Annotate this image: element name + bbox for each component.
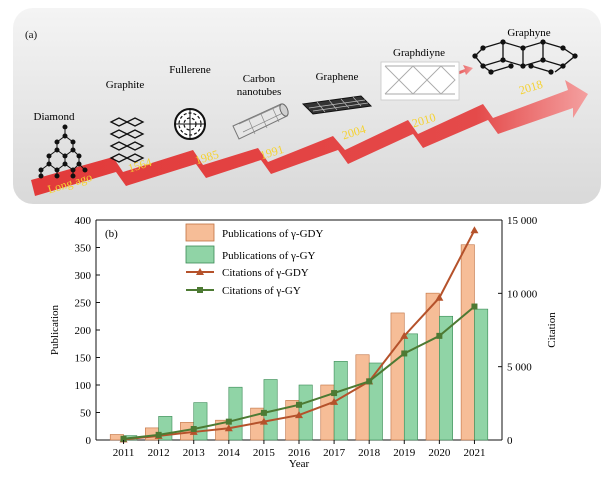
legend-label-gy-citations: Citations of γ-GY	[222, 285, 301, 297]
x-tick-label: 2014	[218, 447, 241, 459]
marker-gy-citations	[190, 426, 197, 432]
bar-gy-publications	[439, 315, 453, 441]
material-name-graphene: Graphene	[316, 71, 359, 83]
material-name-graphdiyne: Graphdiyne	[393, 47, 445, 59]
legend-label-gy-publications: Publications of γ-GY	[222, 250, 316, 262]
graphene-structure-icon	[301, 95, 373, 115]
material-name-carbon: Carbon	[243, 73, 276, 85]
x-tick-label: 2017	[323, 447, 346, 459]
year-label-3: 1991	[258, 142, 285, 162]
legend-marker-gdy-citations	[196, 268, 204, 275]
bar-gy-publications	[474, 308, 489, 441]
marker-gdy-citations	[435, 293, 444, 301]
timeline-graphic: Long ago 1564 1985 1991 2004 2010 2018 (…	[25, 27, 588, 197]
y2-tick-label: 10 000	[507, 288, 538, 300]
graphyne-structure-icon	[472, 39, 578, 75]
diamond-structure-icon	[38, 124, 88, 179]
publication-citation-chart: 0 50 100 150 200 250 300 350 400 0 5 000 10 000 15 …	[49, 215, 558, 470]
marker-gy-citations	[436, 332, 443, 339]
year-label-2: 1985	[193, 147, 220, 167]
x-tick-label: 2016	[288, 447, 311, 459]
bar-gdy-publications	[355, 354, 370, 441]
legend-label-gdy-citations: Citations of γ-GDY	[222, 267, 309, 279]
x-tick-label: 2012	[148, 447, 170, 459]
marker-gy-citations	[260, 409, 267, 416]
marker-gy-citations	[471, 303, 478, 310]
x-tick-label: 2015	[253, 447, 276, 459]
legend-marker-gy-citations	[197, 287, 203, 293]
marker-gdy-citations	[330, 397, 339, 405]
y2-tick-label: 15 000	[507, 215, 538, 227]
year-label-6: 2018	[517, 77, 544, 97]
x-tick-label: 2013	[183, 447, 206, 459]
marker-gy-citations	[366, 378, 373, 385]
y-tick-label: 50	[80, 408, 92, 420]
y-tick-label: 300	[75, 270, 92, 282]
fullerene-structure-icon	[174, 108, 206, 140]
x-axis-title: Year	[289, 458, 310, 470]
y-tick-label: 250	[75, 298, 92, 310]
y2-axis-title: Citation	[546, 312, 558, 348]
graphite-structure-icon	[109, 117, 145, 163]
bar-gdy-publications	[390, 312, 405, 441]
panel-b-label: (b)	[105, 228, 118, 240]
timeline-arrow	[31, 80, 588, 196]
marker-gy-citations	[120, 435, 127, 442]
x-tick-label: 2021	[463, 447, 485, 459]
panel-a-label: (a)	[25, 29, 38, 41]
marker-gy-citations	[225, 418, 232, 425]
marker-gy-citations	[331, 390, 338, 397]
marker-gy-citations	[401, 350, 408, 357]
material-name-nanotubes: nanotubes	[237, 86, 282, 98]
material-name-graphyne: Graphyne	[507, 27, 550, 39]
year-label-1: 1564	[126, 155, 153, 175]
x-tick-label: 2018	[358, 447, 381, 459]
x-tick-label: 2020	[428, 447, 451, 459]
year-label-4: 2004	[340, 122, 367, 142]
y-tick-label: 0	[86, 435, 92, 447]
bar-gdy-publications	[425, 292, 440, 441]
marker-gdy-citations	[295, 411, 303, 419]
y2-tick-label: 0	[507, 435, 513, 447]
material-name-fullerene: Fullerene	[169, 64, 211, 76]
year-label-5: 2010	[410, 110, 437, 130]
bar-gy-publications	[228, 386, 243, 441]
panel-a-timeline: Long ago 1564 1985 1991 2004 2010 2018 (…	[13, 8, 601, 204]
marker-gdy-citations	[259, 417, 268, 425]
marker-gdy-citations	[400, 331, 409, 339]
x-tick-label: 2019	[393, 447, 416, 459]
nanotube-structure-icon	[232, 103, 289, 140]
bar-gdy-publications	[460, 244, 475, 441]
chart-legend: Publications of γ-GDY Publications of γ-…	[185, 223, 323, 297]
y-tick-label: 350	[75, 243, 92, 255]
x-tick-label: 2011	[113, 447, 135, 459]
y-tick-label: 400	[75, 215, 92, 227]
y-tick-label: 100	[75, 380, 92, 392]
material-name-graphite: Graphite	[106, 79, 145, 91]
y-axis-title: Publication	[49, 304, 61, 355]
y-tick-label: 150	[75, 353, 92, 365]
marker-gy-citations	[296, 401, 302, 408]
graphdiyne-structure-icon	[380, 61, 460, 101]
marker-gdy-citations	[470, 226, 479, 234]
legend-label-gdy-publications: Publications of γ-GDY	[222, 228, 323, 240]
line-series	[119, 226, 479, 443]
bar-gy-publications	[368, 362, 383, 441]
bar-gy-publications	[403, 333, 418, 441]
marker-gy-citations	[155, 431, 162, 438]
left-y-ticks: 0 50 100 150 200 250 300 350 400	[75, 215, 100, 447]
y2-tick-label: 5 000	[507, 362, 532, 374]
y-tick-label: 200	[75, 325, 92, 337]
x-ticks: 2011 2012 2013 2014 2015 2016 2017 2018 2019 2020…	[113, 440, 485, 459]
marker-gdy-citations	[224, 424, 233, 432]
legend-swatch-gdy-publications	[185, 223, 215, 242]
right-y-ticks: 0 5 000 10 000 15 000	[498, 215, 538, 447]
legend-swatch-gy-publications	[185, 245, 215, 264]
material-name-diamond: Diamond	[34, 111, 75, 123]
